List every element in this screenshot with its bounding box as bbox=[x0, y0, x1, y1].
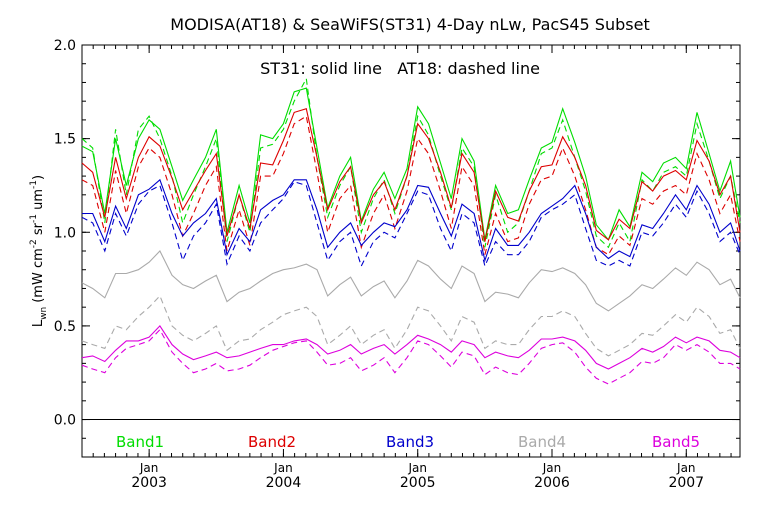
ylabel-sub: wn bbox=[39, 307, 49, 320]
line-style-annotation: ST31: solid line AT18: dashed line bbox=[260, 59, 540, 78]
x-tick-month: Jan bbox=[542, 461, 562, 475]
y-tick-label: 1.0 bbox=[54, 225, 76, 241]
legend-band3: Band3 bbox=[386, 433, 434, 451]
ylabel-units-close: ) bbox=[31, 175, 46, 180]
band1-at18-dashed-line bbox=[81, 76, 741, 249]
band3-st31-solid-line bbox=[82, 178, 741, 263]
legend-band2: Band2 bbox=[248, 433, 296, 451]
x-tick-year: 2007 bbox=[668, 475, 704, 491]
legend: Band1 Band2 Band3 Band4 Band5 bbox=[116, 433, 700, 451]
band2-st31-solid-line bbox=[81, 107, 741, 242]
svg-text:Lwn(mW cm-2 sr-1 um-1): Lwn(mW cm-2 sr-1 um-1) bbox=[29, 175, 49, 327]
x-tick-year: 2005 bbox=[400, 475, 436, 491]
ylabel-exp2: -1 bbox=[29, 214, 39, 223]
ylabel-mid2: um bbox=[31, 189, 46, 214]
x-tick-year: 2004 bbox=[266, 475, 302, 491]
band5-st31-solid-line bbox=[81, 325, 741, 370]
x-tick-year: 2006 bbox=[534, 475, 570, 491]
band1-st31-solid-line bbox=[81, 87, 741, 241]
band5-at18-dashed-line bbox=[81, 328, 741, 385]
ylabel-main: L bbox=[31, 319, 46, 327]
legend-band4: Band4 bbox=[518, 433, 566, 451]
chart-title: MODISA(AT18) & SeaWiFS(ST31) 4-Day nLw, … bbox=[170, 15, 649, 34]
y-tick-label: 0.5 bbox=[54, 319, 76, 335]
band3-at18-dashed-line bbox=[81, 181, 741, 268]
ylabel-units-open: (mW cm bbox=[31, 248, 46, 303]
x-tick-month: Jan bbox=[407, 461, 427, 475]
band2-at18-dashed-line bbox=[81, 115, 741, 256]
y-tick-label: 2.0 bbox=[54, 38, 76, 54]
plot-frame bbox=[81, 44, 741, 458]
legend-band5: Band5 bbox=[652, 433, 700, 451]
y-axis-label: Lwn(mW cm-2 sr-1 um-1) bbox=[29, 175, 49, 327]
ylabel-exp3: -1 bbox=[29, 180, 39, 189]
x-tick-month: Jan bbox=[273, 461, 293, 475]
ylabel-exp1: -2 bbox=[29, 239, 39, 248]
y-tick-label: 1.5 bbox=[54, 132, 76, 148]
y-tick-label: 0.0 bbox=[54, 413, 76, 429]
x-tick-year: 2003 bbox=[131, 475, 167, 491]
legend-band1: Band1 bbox=[116, 433, 164, 451]
band4-st31-solid-line bbox=[81, 250, 741, 312]
x-tick-month: Jan bbox=[676, 461, 696, 475]
ylabel-mid: sr bbox=[31, 222, 46, 239]
x-tick-month: Jan bbox=[139, 461, 159, 475]
band4-at18-dashed-line bbox=[81, 294, 741, 357]
series-lines bbox=[81, 76, 741, 385]
